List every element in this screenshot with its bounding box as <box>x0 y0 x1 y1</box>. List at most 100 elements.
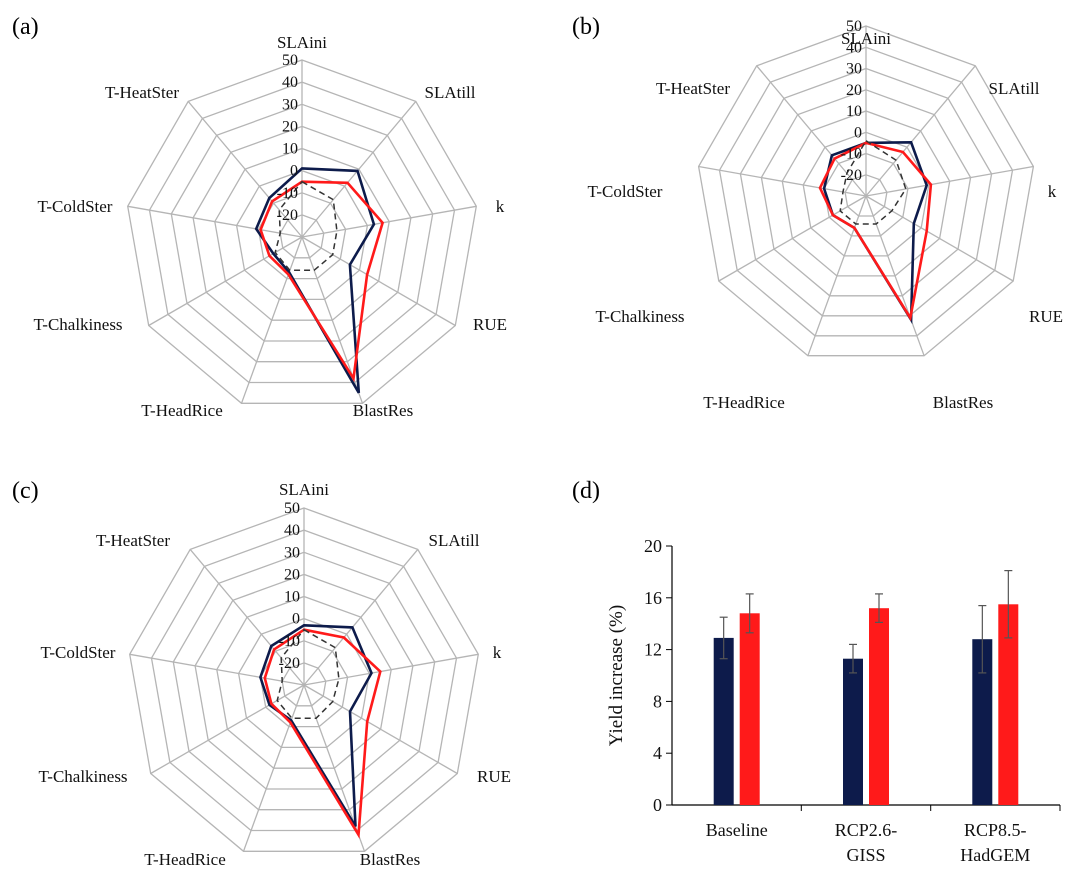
spoke <box>301 205 477 238</box>
y-tick-label: 20 <box>644 536 662 556</box>
grid-ring <box>697 25 1035 357</box>
tick-label: 50 <box>282 52 298 69</box>
series-line-3 <box>839 139 907 225</box>
axis-label: T-HeatSter <box>105 83 179 102</box>
panel-letter: (a) <box>12 14 39 40</box>
tick-label: 30 <box>846 61 862 78</box>
axis-label: k <box>496 197 505 216</box>
grid-ring <box>279 214 325 259</box>
series-line-2 <box>263 628 382 839</box>
grid-ring <box>127 59 477 404</box>
axis-label: T-ColdSter <box>588 182 663 201</box>
tick-label: -10 <box>277 185 298 202</box>
tick-label: 0 <box>290 163 298 180</box>
axis-label: T-HeadRice <box>144 850 226 869</box>
tick-label: 0 <box>292 611 300 628</box>
axis-label: T-ColdSter <box>41 643 116 662</box>
axis-label: k <box>1048 182 1057 201</box>
grid-ring <box>129 507 479 852</box>
grid-ring <box>172 551 436 811</box>
spoke <box>718 195 867 282</box>
category-label: GISS <box>846 845 885 865</box>
grid-ring <box>192 125 412 342</box>
grid-ring <box>281 662 327 707</box>
grid-ring <box>150 529 458 832</box>
panel-letter: (c) <box>12 478 39 504</box>
axis-label: SLAtill <box>428 531 479 550</box>
spoke <box>698 165 867 197</box>
tick-label: 50 <box>284 500 300 517</box>
spoke <box>865 65 976 197</box>
bar-2 <box>739 613 760 805</box>
grid-ring <box>739 67 993 317</box>
tick-label: -10 <box>841 146 862 163</box>
spoke <box>301 100 417 238</box>
grid-ring <box>760 89 972 297</box>
y-tick-label: 0 <box>653 795 662 815</box>
grid-ring <box>194 573 414 790</box>
spoke <box>756 65 867 197</box>
y-axis-title: Yield increase (%) <box>606 605 627 746</box>
axis-label: T-HeatSter <box>96 531 170 550</box>
y-tick-label: 16 <box>644 588 662 608</box>
spoke <box>187 100 303 238</box>
axis-label: SLAini <box>279 480 329 499</box>
tick-label: -20 <box>279 655 300 672</box>
grid-ring <box>170 103 434 363</box>
spoke <box>242 684 305 852</box>
spoke <box>150 684 305 775</box>
axis-label: T-Chalkiness <box>33 315 122 334</box>
spoke <box>865 165 1034 197</box>
spoke <box>240 236 303 404</box>
tick-label: -20 <box>277 207 298 224</box>
grid-ring <box>148 81 456 384</box>
bar-chart-d: (d) 0 4 8 12 16 20 Yield increase (%) Baseline RC… <box>572 478 1061 865</box>
grid-ring <box>216 595 392 769</box>
axis-label: T-HeadRice <box>141 401 223 420</box>
tick-label: 20 <box>846 82 862 99</box>
bar-2 <box>998 604 1019 805</box>
axis-label: RUE <box>477 767 511 786</box>
y-tick-label: 8 <box>653 691 662 711</box>
bar-1 <box>843 658 863 805</box>
spoke <box>301 236 456 327</box>
axis-label: T-Chalkiness <box>595 307 684 326</box>
bar-1 <box>713 637 734 805</box>
category-label: RCP2.6- <box>835 820 898 840</box>
axis-label: SLAini <box>841 29 891 48</box>
tick-label: 10 <box>284 589 300 606</box>
tick-label: 50 <box>846 18 862 35</box>
bar-1 <box>972 639 993 805</box>
series-line-3 <box>276 628 340 720</box>
tick-label: 40 <box>846 39 862 56</box>
series-line-2 <box>818 141 933 322</box>
y-tick-label: 4 <box>653 743 662 763</box>
grid-ring <box>781 110 951 277</box>
category-label: Baseline <box>706 820 768 840</box>
spoke <box>127 205 303 238</box>
spoke <box>865 195 1014 282</box>
grid-ring <box>823 152 909 237</box>
axis-label: T-ColdSter <box>38 197 113 216</box>
spoke <box>303 653 479 686</box>
tick-label: -10 <box>279 633 300 650</box>
grid-ring <box>844 174 888 217</box>
grid-ring <box>802 131 930 257</box>
tick-label: 10 <box>846 103 862 120</box>
spoke <box>189 548 305 686</box>
grid-ring <box>718 46 1014 337</box>
axis-label: RUE <box>1029 307 1063 326</box>
axis-label: T-HeatSter <box>656 79 730 98</box>
axis-label: BlastRes <box>353 401 413 420</box>
spoke <box>148 236 303 327</box>
tick-label: 10 <box>282 141 298 158</box>
series-line-1 <box>259 623 373 828</box>
spoke <box>303 684 458 775</box>
series-line-1 <box>822 140 929 325</box>
tick-label: 30 <box>282 96 298 113</box>
tick-label: 20 <box>282 118 298 135</box>
spoke <box>303 548 419 686</box>
